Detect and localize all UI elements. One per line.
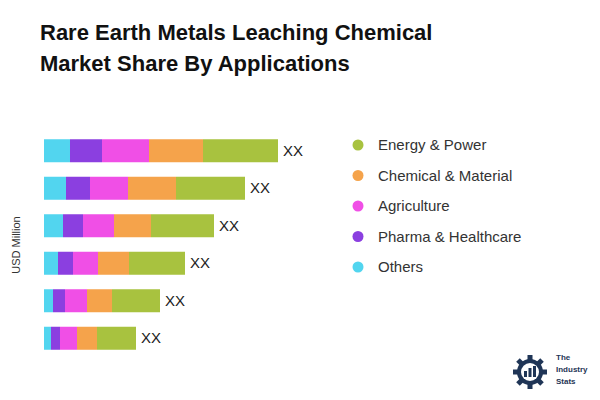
legend-swatch [353,140,364,151]
bar-segment [102,139,149,162]
bar-segment [70,139,102,162]
y-axis-label: USD Million [10,216,22,273]
bar-segment [73,252,98,275]
bar-segment [51,327,60,350]
chart-root: Rare Earth Metals Leaching Chemical Marke… [0,0,600,400]
bar-segment [44,214,63,237]
legend-swatch [353,201,364,212]
bar-segment [176,177,245,200]
data-labels: XX XX XX XX XX XX [141,142,303,347]
bar-segment [65,289,87,312]
data-label: XX [250,179,270,196]
data-label: XX [165,292,185,309]
logo-bar [529,368,532,377]
bar-segment [58,252,73,275]
logo-gear [517,359,543,385]
legend-label: Chemical & Material [378,167,512,184]
legend-swatch [353,170,364,181]
data-label: XX [141,329,161,346]
logo: The Industry Stats [513,353,588,389]
bar-segment [44,177,66,200]
legend: Energy & Power Chemical & Material Agricul… [353,136,522,275]
bar-segment [112,289,160,312]
legend-swatch [353,231,364,242]
bar-segment [44,139,70,162]
bar-segment [44,252,58,275]
legend-label: Energy & Power [378,136,486,153]
bar-segment [87,289,112,312]
bar-segment [203,139,278,162]
logo-gear-inner [521,363,539,381]
title-line: Market Share By Applications [40,51,350,76]
bar-segment [83,214,114,237]
chart-title: Rare Earth Metals Leaching Chemical Marke… [40,20,432,76]
logo-text: Stats [556,377,576,386]
bar-segment [149,139,203,162]
bar-segment [97,327,136,350]
logo-text: The [556,353,571,362]
bar-segment [60,327,77,350]
bar-segment [114,214,151,237]
bar-segment [66,177,90,200]
legend-label: Others [378,258,423,275]
bar-segment [129,252,185,275]
logo-text: Industry [556,365,588,374]
logo-bar [533,366,536,377]
chart-svg: Rare Earth Metals Leaching Chemical Marke… [0,0,600,400]
bar-segment [44,289,53,312]
bar-segment [98,252,129,275]
data-label: XX [190,254,210,271]
bar-segment [63,214,83,237]
bar-segment [44,327,51,350]
legend-label: Pharma & Healthcare [378,228,521,245]
data-label: XX [219,217,239,234]
bar-segment [53,289,65,312]
logo-bar [524,371,527,377]
data-label: XX [283,142,303,159]
legend-label: Agriculture [378,197,450,214]
bars [44,139,278,350]
bar-segment [128,177,176,200]
legend-swatch [353,262,364,273]
bar-segment [90,177,128,200]
title-line: Rare Earth Metals Leaching Chemical [40,20,432,45]
bar-segment [151,214,214,237]
bar-segment [77,327,97,350]
